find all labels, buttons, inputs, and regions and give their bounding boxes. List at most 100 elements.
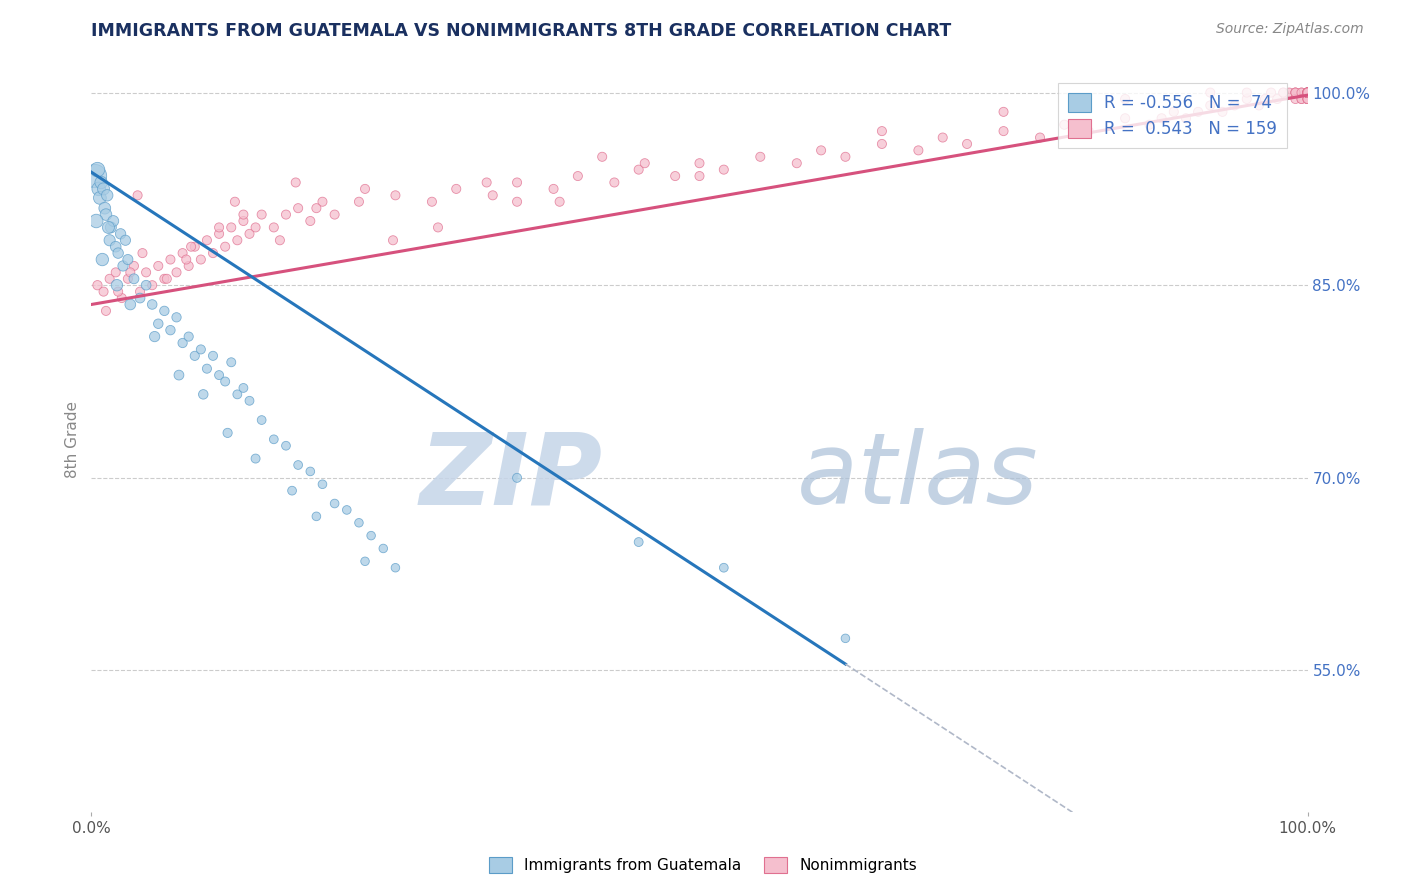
Point [141, 297, 163, 311]
Point [1296, 86, 1319, 100]
Point [1260, 86, 1282, 100]
Point [202, 349, 225, 363]
Point [1296, 86, 1319, 100]
Point [1296, 86, 1319, 100]
Point [1053, 118, 1076, 132]
Point [1296, 86, 1319, 100]
Point [1296, 86, 1319, 100]
Point [870, 136, 893, 151]
Legend: Immigrants from Guatemala, Nonimmigrants: Immigrants from Guatemala, Nonimmigrants [482, 851, 924, 880]
Point [1296, 92, 1319, 106]
Point [103, 214, 125, 228]
Point [1296, 86, 1319, 100]
Point [1296, 86, 1319, 100]
Point [129, 285, 152, 299]
Point [299, 214, 322, 228]
Point [993, 104, 1015, 119]
Point [373, 541, 395, 556]
Point [1296, 86, 1319, 100]
Point [1296, 86, 1319, 100]
Point [311, 194, 333, 209]
Point [93, 182, 115, 196]
Point [1296, 86, 1319, 100]
Point [172, 336, 194, 351]
Point [1272, 86, 1295, 100]
Point [1175, 112, 1198, 126]
Point [1296, 86, 1319, 100]
Point [96, 188, 118, 202]
Point [1163, 104, 1185, 119]
Point [354, 182, 377, 196]
Point [104, 265, 127, 279]
Point [195, 233, 218, 247]
Point [688, 156, 710, 170]
Point [299, 464, 322, 478]
Point [1296, 86, 1319, 100]
Point [311, 477, 333, 491]
Point [184, 349, 207, 363]
Point [1296, 86, 1319, 100]
Point [143, 329, 166, 343]
Point [627, 535, 650, 549]
Point [1296, 86, 1319, 100]
Point [1291, 86, 1313, 100]
Point [603, 176, 626, 190]
Text: IMMIGRANTS FROM GUATEMALA VS NONIMMIGRANTS 8TH GRADE CORRELATION CHART: IMMIGRANTS FROM GUATEMALA VS NONIMMIGRAN… [91, 22, 952, 40]
Point [172, 246, 194, 260]
Point [1278, 86, 1301, 100]
Point [360, 528, 382, 542]
Point [219, 220, 242, 235]
Point [166, 265, 188, 279]
Point [1150, 112, 1173, 126]
Point [98, 272, 121, 286]
Point [1296, 86, 1319, 100]
Point [1284, 86, 1306, 100]
Point [323, 496, 346, 510]
Point [1296, 86, 1319, 100]
Point [506, 194, 529, 209]
Point [148, 317, 170, 331]
Point [1296, 86, 1319, 100]
Point [129, 291, 152, 305]
Point [1296, 86, 1319, 100]
Legend: R = -0.556   N =  74, R =  0.543   N = 159: R = -0.556 N = 74, R = 0.543 N = 159 [1057, 83, 1286, 148]
Point [159, 323, 181, 337]
Point [104, 240, 127, 254]
Point [1296, 86, 1319, 100]
Point [1114, 92, 1136, 106]
Point [117, 272, 139, 286]
Point [384, 560, 406, 574]
Point [245, 451, 267, 466]
Point [84, 214, 107, 228]
Point [94, 201, 117, 215]
Point [94, 208, 117, 222]
Point [219, 355, 242, 369]
Point [202, 246, 225, 260]
Point [1284, 92, 1306, 106]
Point [193, 387, 215, 401]
Point [1296, 86, 1319, 100]
Point [1296, 86, 1319, 100]
Point [1296, 86, 1319, 100]
Point [713, 560, 735, 574]
Point [87, 182, 110, 196]
Point [444, 182, 467, 196]
Point [956, 136, 979, 151]
Point [1254, 92, 1277, 106]
Point [506, 176, 529, 190]
Point [1247, 98, 1270, 112]
Text: atlas: atlas [797, 428, 1039, 525]
Point [1296, 86, 1319, 100]
Point [281, 483, 304, 498]
Point [567, 169, 589, 183]
Point [274, 208, 297, 222]
Point [1296, 86, 1319, 100]
Point [111, 291, 134, 305]
Point [834, 150, 856, 164]
Point [1291, 86, 1313, 100]
Point [1296, 86, 1319, 100]
Point [120, 297, 142, 311]
Point [481, 188, 503, 202]
Point [1296, 86, 1319, 100]
Point [1296, 92, 1319, 106]
